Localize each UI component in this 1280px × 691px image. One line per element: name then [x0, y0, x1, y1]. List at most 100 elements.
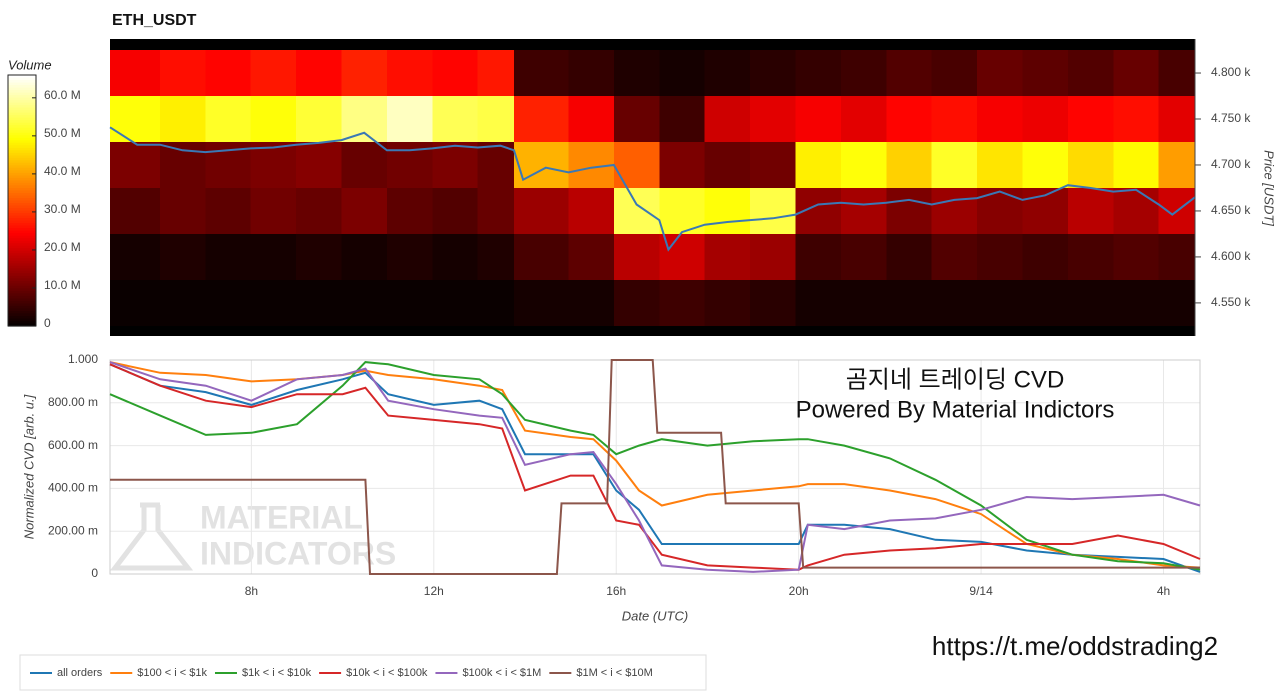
heatmap-cell [514, 96, 570, 142]
heatmap-cell [750, 187, 797, 234]
heatmap-cell [1158, 141, 1196, 188]
heatmap-cell [296, 50, 343, 97]
heatmap-cell [205, 96, 252, 142]
heatmap-cell [568, 96, 615, 142]
heatmap-cell [1022, 141, 1069, 188]
heatmap-cell [795, 279, 842, 326]
heatmap-cell [477, 279, 515, 326]
heatmap-cell [250, 187, 297, 234]
heatmap-cell [159, 141, 206, 188]
heatmap-cell [704, 233, 751, 280]
heatmap-cell [977, 279, 1023, 326]
colorbar-step [8, 248, 36, 252]
heatmap-cell [704, 187, 751, 234]
colorbar-tick-label: 20.0 M [44, 240, 81, 254]
colorbar-step [8, 268, 36, 272]
colorbar-tick-label: 30.0 M [44, 202, 81, 216]
heatmap-cell [886, 96, 933, 142]
heatmap-cell [886, 187, 933, 234]
heatmap-cell [477, 187, 515, 234]
colorbar-step [8, 210, 36, 214]
colorbar-border [7, 74, 37, 327]
heatmap-cell [386, 50, 433, 97]
heatmap-cell [432, 96, 479, 142]
y-tick-label: 4.700 k [1211, 157, 1251, 171]
heatmap-cell [750, 141, 797, 188]
heatmap-cell [386, 96, 433, 142]
heatmap-cell [432, 233, 479, 280]
colorbar-step [8, 175, 36, 179]
y-tick-label: 4.800 k [1211, 65, 1251, 79]
colorbar-step [8, 298, 36, 302]
legend-label: $100 < i < $1k [137, 667, 207, 679]
cvd-line [109, 361, 1201, 571]
y-tick-label: 1.000 [68, 352, 98, 366]
heatmap-cell [659, 279, 706, 326]
heatmap-cell [514, 279, 570, 326]
heatmap-cell [477, 50, 515, 97]
colorbar-step [8, 260, 36, 264]
legend-label: $1k < i < $10k [242, 667, 312, 679]
colorbar-step [8, 180, 36, 184]
colorbar-step [8, 295, 36, 299]
heatmap-cell [795, 233, 842, 280]
colorbar-step [8, 100, 36, 104]
colorbar-tick-label: 60.0 M [44, 88, 81, 102]
x-tick-label: 20h [789, 584, 809, 598]
colorbar-step [8, 182, 36, 187]
colorbar-step [8, 167, 36, 171]
heatmap-cell [514, 187, 570, 234]
x-tick-label: 8h [245, 584, 258, 598]
heatmap-cell [296, 279, 343, 326]
colorbar-step [8, 315, 36, 320]
heatmap-cell [1158, 279, 1196, 326]
colorbar-step [8, 110, 36, 114]
colorbar-step [8, 155, 36, 159]
heatmap-cell [432, 141, 479, 188]
heatmap-cell [659, 96, 706, 142]
colorbar-step [8, 130, 36, 134]
colorbar-step [8, 270, 36, 274]
colorbar-step [8, 165, 36, 169]
colorbar-step [8, 80, 36, 84]
colorbar-step [8, 192, 36, 197]
colorbar-step [8, 273, 36, 277]
heatmap-cell [886, 141, 933, 188]
legend-label: all orders [57, 667, 103, 679]
colorbar-step [8, 203, 36, 207]
heatmap-cell [1022, 50, 1069, 97]
heatmap-cell [977, 187, 1023, 234]
colorbar-step [8, 223, 36, 227]
heatmap-cell [931, 50, 978, 97]
heatmap-cell [1158, 233, 1196, 280]
colorbar-tick-label: 0 [44, 316, 51, 330]
colorbar-step [8, 122, 36, 126]
colorbar-tick-label: 50.0 M [44, 126, 81, 140]
heatmap-cell [886, 279, 933, 326]
watermark: INDICATORS [200, 535, 396, 571]
colorbar-tick-label: 40.0 M [44, 164, 81, 178]
colorbar-step [8, 283, 36, 287]
colorbar-step [8, 172, 36, 176]
colorbar-step [8, 253, 36, 257]
heatmap-cell [110, 279, 161, 326]
colorbar-step [8, 95, 36, 99]
colorbar-step [8, 243, 36, 247]
heatmap-cell [840, 279, 887, 326]
colorbar-step [8, 125, 36, 129]
heatmap-cell [886, 50, 933, 97]
colorbar-step [8, 187, 36, 192]
colorbar-step [8, 288, 36, 292]
x-axis-label: Date (UTC) [622, 608, 688, 623]
heatmap-cell [1113, 50, 1160, 97]
colorbar-label: Volume [8, 57, 52, 72]
colorbar-step [8, 97, 36, 101]
heatmap-cell [341, 187, 388, 234]
heatmap-cell [1022, 233, 1069, 280]
x-tick-label: 9/14 [969, 584, 993, 598]
heatmap-cell [250, 141, 297, 188]
heatmap-cell [110, 141, 161, 188]
heatmap-cell [250, 279, 297, 326]
colorbar-tick-label: 10.0 M [44, 278, 81, 292]
heatmap-cell [205, 50, 252, 97]
